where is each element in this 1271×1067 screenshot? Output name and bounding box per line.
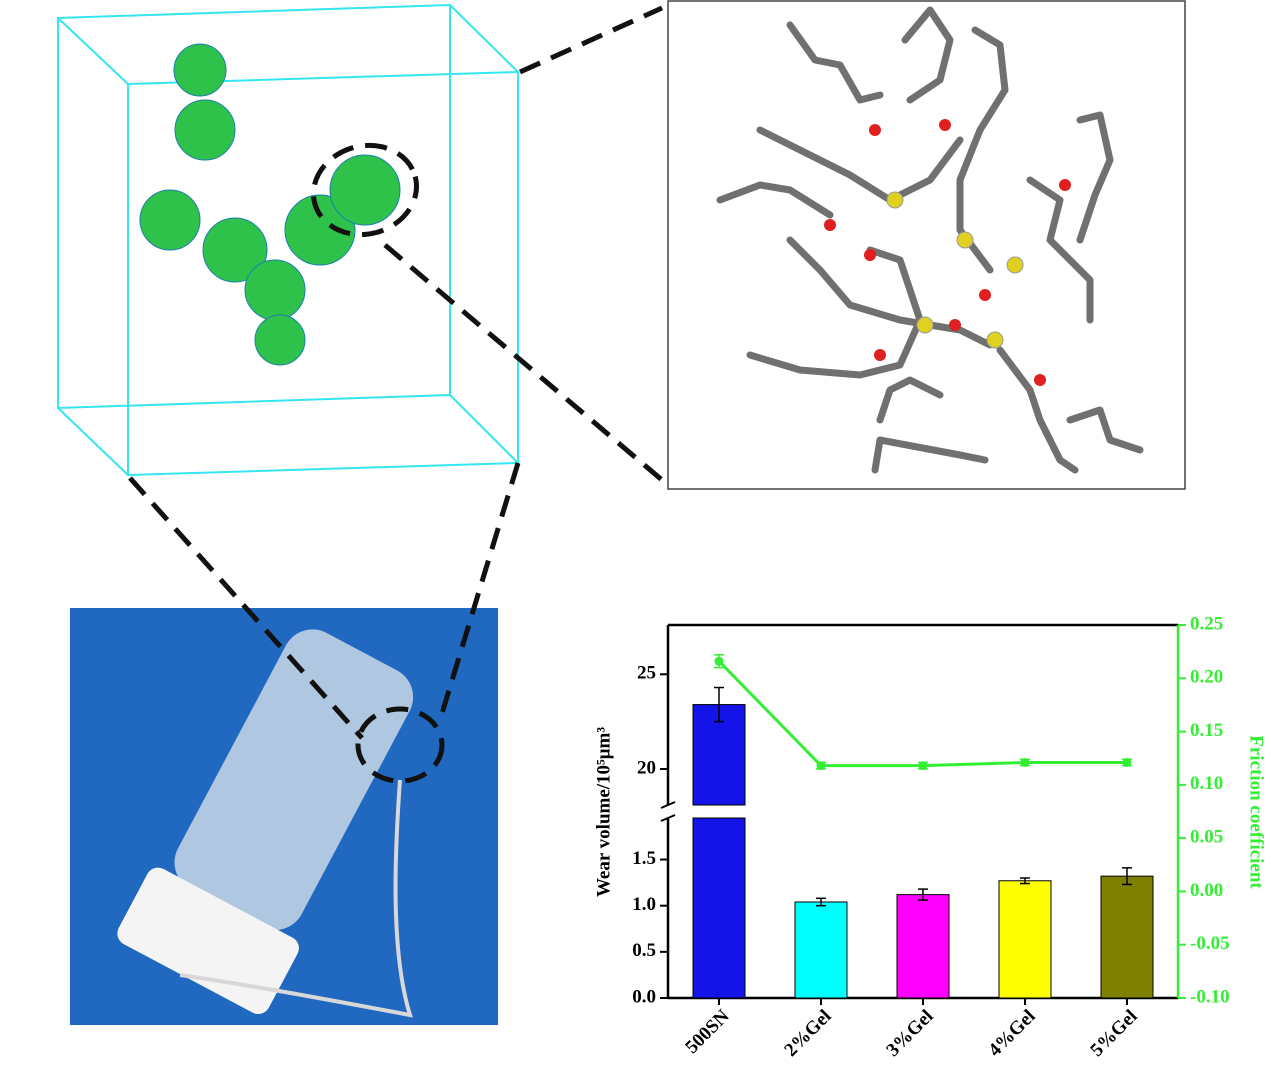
y2-tick-label: 0.25 — [1190, 613, 1223, 634]
y2-tick-label: 0.20 — [1190, 667, 1223, 688]
chart: Wear volume/10⁵μm³ Friction coefficient … — [593, 613, 1266, 1061]
y-tick-label: 0.5 — [632, 940, 656, 961]
y2-tick-label: -0.05 — [1190, 933, 1230, 954]
y2-tick-label: 0.05 — [1190, 827, 1223, 848]
friction-marker — [918, 761, 928, 771]
y2-axis-title: Friction coefficient — [1246, 735, 1267, 889]
y2-tick-label: 0.15 — [1190, 720, 1223, 741]
simulation-box — [57, 3, 519, 477]
y2-tick-label: 0.00 — [1190, 880, 1223, 901]
friction-marker — [816, 761, 826, 771]
y2-tick-label: -0.10 — [1190, 986, 1230, 1007]
axis-break — [660, 814, 676, 822]
x-tick-label: 2%Gel — [780, 1006, 835, 1061]
x-tick-label: 4%Gel — [984, 1006, 1039, 1061]
bar — [794, 901, 848, 999]
y-tick-label: 0.0 — [632, 986, 656, 1007]
friction-marker — [714, 656, 724, 666]
y-tick-label: 1.0 — [632, 894, 656, 915]
y-tick-label: 20 — [637, 757, 656, 778]
molecule-panel — [667, 0, 1186, 490]
friction-marker — [1020, 757, 1030, 767]
photo — [70, 608, 498, 1025]
y-tick-label: 25 — [637, 663, 656, 684]
friction-marker — [1122, 757, 1132, 767]
x-tick-label: 3%Gel — [882, 1006, 937, 1061]
x-tick-label: 500SN — [681, 1006, 733, 1058]
friction-line — [717, 660, 1127, 768]
bar-lower — [692, 817, 746, 999]
bar — [896, 894, 950, 999]
y-axis-title: Wear volume/10⁵μm³ — [593, 727, 614, 897]
axis-break — [660, 801, 676, 809]
y-tick-label: 1.5 — [632, 848, 656, 869]
x-tick-label: 5%Gel — [1086, 1006, 1141, 1061]
y2-tick-label: 0.10 — [1190, 773, 1223, 794]
bar — [1100, 875, 1154, 999]
bar — [998, 880, 1052, 999]
